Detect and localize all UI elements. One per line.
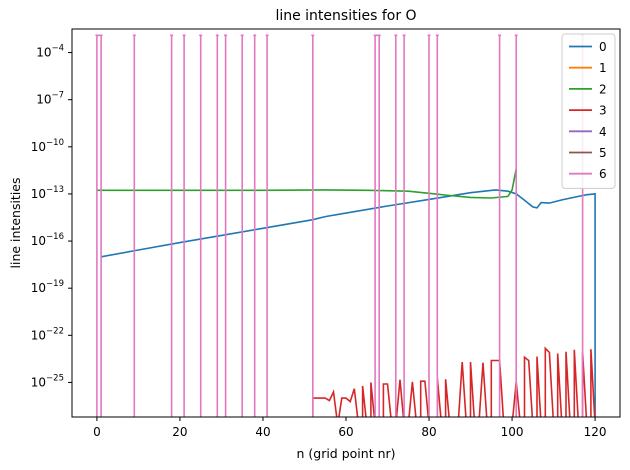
plot-area (95, 34, 596, 417)
legend-box (561, 33, 616, 189)
y-tick-label: 10−4 (36, 44, 64, 60)
legend-label-1: 1 (599, 61, 607, 75)
y-tick-label: 10−10 (31, 138, 64, 154)
y-tick-label: 10−19 (31, 279, 64, 295)
y-axis-label: line intensities (8, 177, 23, 268)
chart-title: line intensities for O (275, 8, 416, 24)
y-axis: 10−25 10−22 10−19 10−16 10−13 10−10 10−7 10−4 (31, 44, 72, 389)
x-tick-label: 20 (172, 425, 187, 439)
legend: 0 1 2 3 4 5 6 (561, 33, 616, 189)
x-tick-label: 40 (255, 425, 270, 439)
x-tick-label: 120 (584, 425, 607, 439)
series-3-line (312, 346, 596, 417)
series-6-line (95, 34, 585, 417)
y-tick-label: 10−13 (31, 185, 64, 201)
x-tick-label: 60 (338, 425, 353, 439)
x-tick-label: 100 (501, 425, 524, 439)
series-0-line (100, 189, 596, 417)
legend-label-0: 0 (599, 40, 607, 54)
x-tick-label: 80 (421, 425, 436, 439)
legend-label-5: 5 (599, 146, 607, 160)
x-axis-label: n (grid point nr) (296, 446, 395, 461)
y-tick-label: 10−25 (31, 373, 64, 389)
legend-label-2: 2 (599, 82, 607, 96)
y-tick-label: 10−16 (31, 232, 64, 248)
legend-label-6: 6 (599, 167, 607, 181)
legend-label-3: 3 (599, 104, 607, 118)
x-axis: 0 20 40 60 80 100 120 (93, 417, 607, 439)
y-tick-label: 10−7 (36, 91, 64, 107)
series-2-line (96, 168, 517, 199)
x-tick-label: 0 (93, 425, 101, 439)
y-tick-label: 10−22 (31, 326, 64, 342)
legend-label-4: 4 (599, 125, 607, 139)
